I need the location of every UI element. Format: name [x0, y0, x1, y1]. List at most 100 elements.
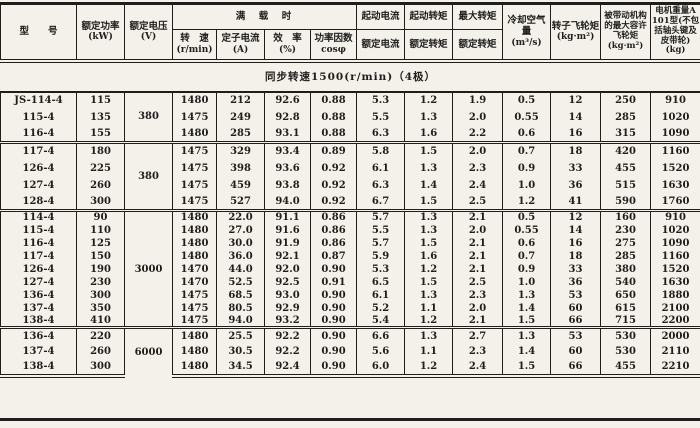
value-cell: 2.4: [452, 359, 504, 378]
table-row: 136-4 220 6000 1480 25.5 92.2 0.90 6.6 1.3 2.7 1.3…: [0, 326, 700, 376]
header-line: 功率因数: [314, 33, 353, 45]
header-line: 冷却空气量: [507, 14, 546, 38]
value-cell: 225: [76, 159, 125, 177]
header-rated-power: 额定功率 (kW): [76, 2, 125, 61]
value-cell: 0.86: [309, 223, 358, 237]
value-cell: 1520: [650, 262, 700, 276]
header-speed: 转 速 (r/min): [172, 29, 217, 61]
value-cell: 0.6: [502, 125, 552, 143]
value-cell: 0.9: [502, 262, 552, 276]
value-cell: 1.3: [502, 288, 552, 302]
value-cell: 5.5: [356, 223, 406, 237]
section-title: 同步转速1500(r/min)（4极）: [0, 58, 700, 93]
model-cell: 116-4: [0, 125, 77, 143]
motor-spec-table: 型 号 额定功率 (kW) 额定电压 (V) 满 载 时 起动电流 起动转矩 最…: [0, 2, 700, 378]
section-title-band: 同步转速1500(r/min)（4极）: [0, 58, 700, 93]
model-cell: 126-4: [0, 262, 77, 276]
value-cell: 2.3: [452, 343, 504, 360]
value-cell: 380: [600, 262, 652, 276]
value-cell: 1480: [172, 91, 217, 109]
header-start-current-numerator: 起动电流: [356, 2, 406, 30]
value-cell: 6.0: [356, 359, 406, 378]
value-cell: 1.5: [404, 275, 454, 289]
value-cell: 212: [216, 91, 265, 109]
header-unit: (r/min): [176, 44, 213, 55]
value-cell: 1160: [650, 249, 700, 263]
value-cell: 33: [550, 159, 602, 177]
model-cell: 138-4: [0, 359, 77, 378]
value-cell: 14: [550, 108, 602, 126]
value-cell: 1.1: [404, 343, 454, 360]
value-cell: 155: [76, 125, 125, 143]
value-cell: 1475: [172, 141, 217, 160]
table-row: 114-4 90 3000 1480 22.0 91.1 0.86 5.7 1.3 2.1 0.5 1…: [0, 209, 700, 328]
table-header: 型 号 额定功率 (kW) 额定电压 (V) 满 载 时 起动电流 起动转矩 最…: [0, 2, 700, 61]
value-cell: 275: [600, 236, 652, 250]
value-cell: 540: [600, 275, 652, 289]
header-line: 转 速: [180, 33, 209, 45]
value-cell: 2.1: [452, 262, 504, 276]
model-cell: 128-4: [0, 193, 77, 211]
value-cell: 398: [216, 159, 265, 177]
table-row: 126-4 225 1475 398 93.6 0.92 6.1 1.3 2.3 0.9 33 455…: [0, 159, 700, 177]
header-max-torque-denominator: 额定转矩: [452, 29, 504, 61]
header-driven-flywheel: 被带动机构 的最大容许 飞轮矩 (kg·m²): [600, 2, 652, 61]
value-cell: 0.89: [309, 141, 358, 160]
value-cell: 2.1: [452, 249, 504, 263]
value-cell: 6.7: [356, 193, 406, 211]
value-cell: 1630: [650, 176, 700, 194]
value-cell: 2.0: [452, 141, 504, 160]
model-cell: 127-4: [0, 275, 77, 289]
header-unit: (kW): [88, 32, 113, 43]
value-cell: 91.9: [264, 236, 311, 250]
value-cell: 910: [650, 209, 700, 224]
value-cell: 1.5: [502, 314, 552, 328]
value-cell: 5.2: [356, 301, 406, 315]
value-cell: 0.88: [309, 125, 358, 143]
value-cell: 93.4: [264, 141, 311, 160]
value-cell: 94.0: [216, 314, 265, 328]
value-cell: 2.3: [452, 159, 504, 177]
value-cell: 0.5: [502, 91, 552, 109]
model-cell: 137-4: [0, 301, 77, 315]
value-cell: 2200: [650, 314, 700, 328]
value-cell: 18: [550, 249, 602, 263]
value-cell: 0.90: [309, 301, 358, 315]
value-cell: 260: [76, 176, 125, 194]
table-row: 116-4 125 1480 30.0 91.9 0.86 5.7 1.5 2.1 0.6 16 27…: [0, 236, 700, 250]
value-cell: 0.90: [309, 326, 358, 344]
value-cell: 5.9: [356, 249, 406, 263]
value-cell: 110: [76, 223, 125, 237]
value-cell: 60: [550, 301, 602, 315]
header-start-torque-denominator: 额定转矩: [404, 29, 454, 61]
value-cell: 16: [550, 236, 602, 250]
value-cell: 1475: [172, 193, 217, 211]
value-cell: 1.2: [404, 359, 454, 378]
value-cell: 12: [550, 209, 602, 224]
value-cell: 1475: [172, 176, 217, 194]
header-max-torque-numerator: 最大转矩: [452, 2, 504, 30]
header-line: 效 率: [273, 33, 302, 45]
value-cell: 91.6: [264, 223, 311, 237]
value-cell: 1480: [172, 236, 217, 250]
value-cell: 0.6: [502, 236, 552, 250]
header-line: 括轴头键及: [654, 25, 697, 36]
header-unit: (V): [140, 32, 157, 43]
value-cell: 527: [216, 193, 265, 211]
value-cell: 2.0: [452, 108, 504, 126]
value-cell: 1475: [172, 314, 217, 328]
value-cell: 420: [600, 141, 652, 160]
value-cell: 2.4: [452, 176, 504, 194]
header-line: 的最大容许: [604, 20, 647, 31]
model-cell: 127-4: [0, 176, 77, 194]
value-cell: 0.7: [502, 141, 552, 160]
value-cell: 12: [550, 91, 602, 109]
value-cell: 5.6: [356, 343, 406, 360]
value-cell: 92.0: [264, 262, 311, 276]
model-cell: 117-4: [0, 141, 77, 160]
value-cell: 92.8: [264, 108, 311, 126]
value-cell: 92.9: [264, 301, 311, 315]
value-cell: 6.3: [356, 125, 406, 143]
value-cell: 1.3: [404, 108, 454, 126]
value-cell: 1.4: [502, 343, 552, 360]
